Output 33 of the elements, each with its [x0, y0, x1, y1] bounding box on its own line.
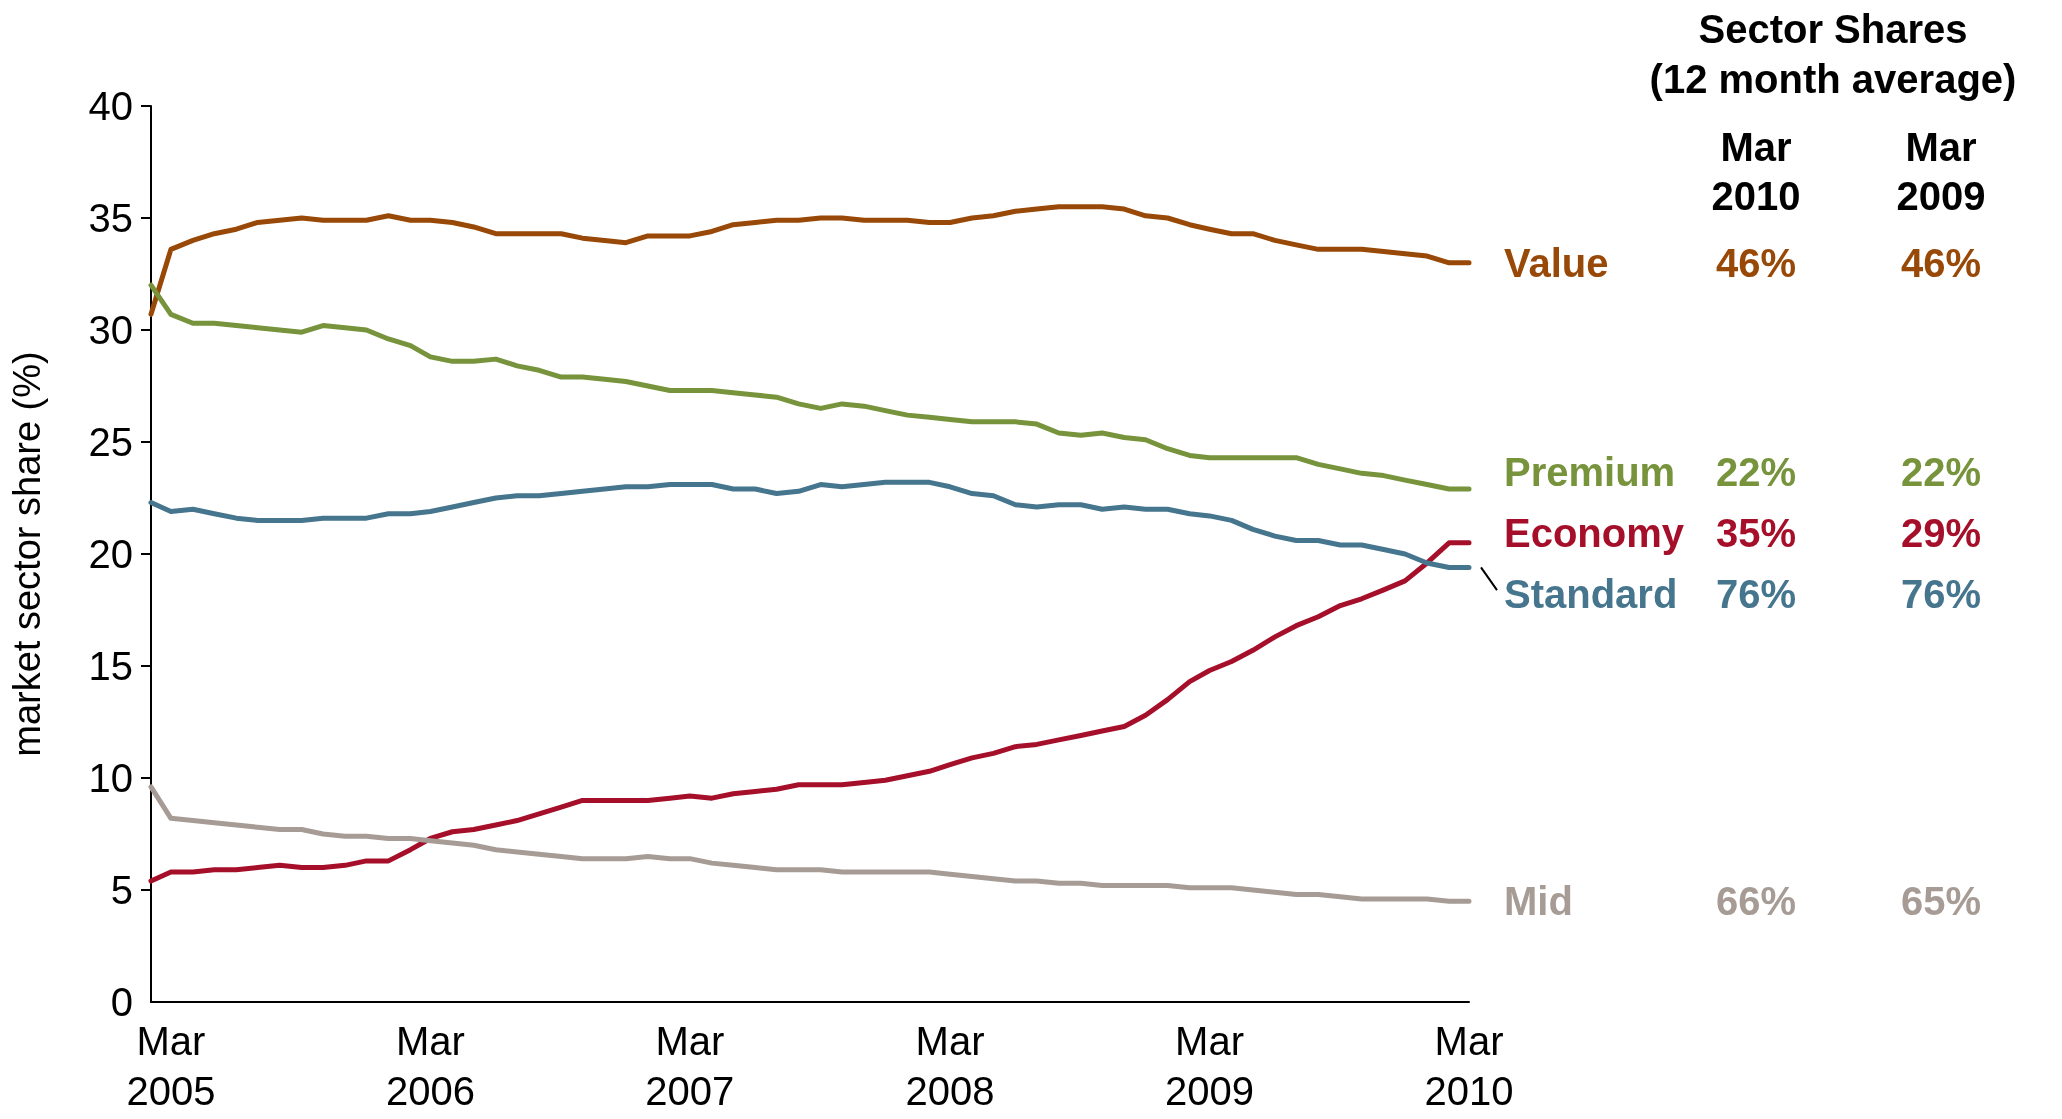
text: 22%	[1900, 450, 1982, 495]
text: (12 month average)	[1649, 57, 2017, 101]
series-label: Premium	[1504, 450, 1676, 495]
text: 35%	[1715, 511, 1797, 556]
y-tick-label: 30	[88, 308, 133, 352]
x-tick-label: Mar 2007	[645, 1019, 735, 1113]
y-tick-label: 20	[88, 532, 133, 576]
text: 76%	[1715, 572, 1797, 617]
text: 66%	[1715, 879, 1797, 924]
x-tick-label: Mar 2010	[1424, 1019, 1514, 1113]
x-tick-label: Mar 2009	[1165, 1019, 1255, 1113]
y-tick-label: 15	[88, 644, 133, 688]
y-tick-label: 40	[88, 84, 133, 128]
text: Mar 2009	[1896, 124, 1986, 218]
text: 22%	[1715, 450, 1797, 495]
text: Sector Shares	[1698, 7, 1968, 51]
y-tick-label: 25	[88, 420, 133, 464]
y-tick-label: 10	[88, 756, 133, 800]
text: Mar 2010	[1711, 124, 1801, 218]
series-label: Standard	[1504, 572, 1678, 617]
text: 46%	[1900, 240, 1982, 285]
text: 46%	[1715, 240, 1797, 285]
y-axis-title: market sector share (%)	[6, 351, 48, 757]
y-tick-label: 5	[110, 868, 133, 912]
x-tick-label: Mar 2006	[385, 1019, 475, 1113]
series-label: Mid	[1504, 879, 1573, 924]
text: 65%	[1900, 879, 1982, 924]
x-tick-label: Mar 2008	[905, 1019, 995, 1113]
text: 29%	[1900, 511, 1982, 556]
text: 76%	[1900, 572, 1982, 617]
y-tick-label: 35	[88, 196, 133, 240]
series-label: Economy	[1504, 511, 1685, 556]
series-label: Value	[1504, 240, 1609, 285]
